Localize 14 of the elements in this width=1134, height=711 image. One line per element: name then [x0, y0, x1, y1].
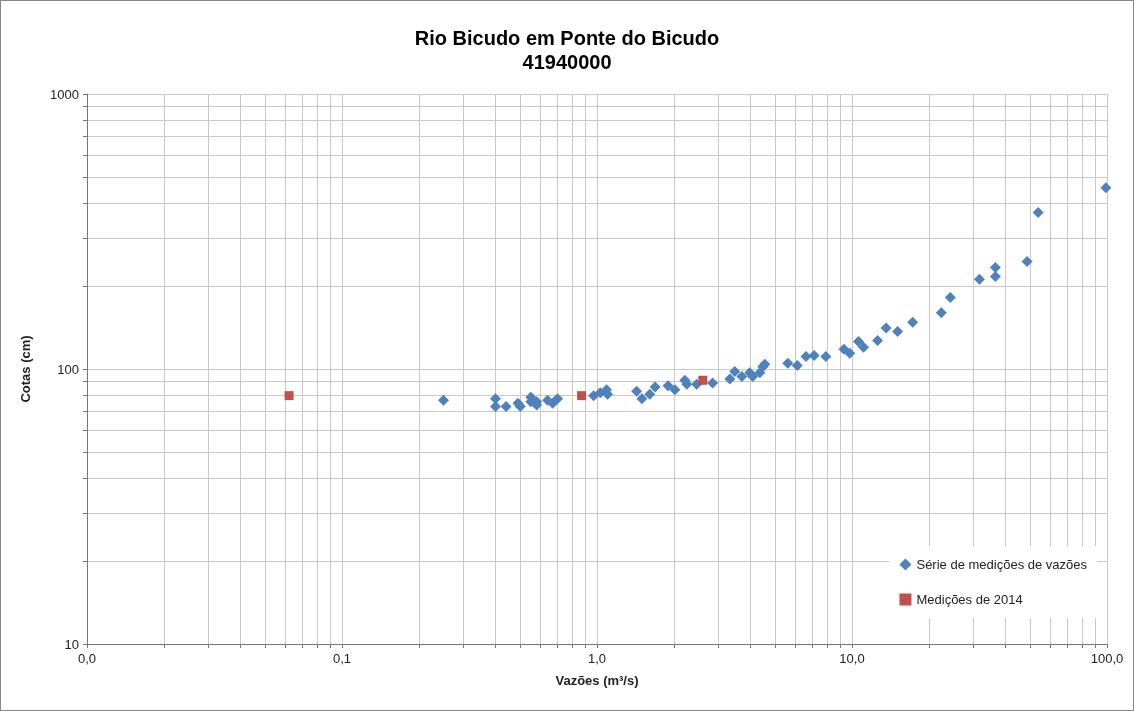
x-tick-label: 10,0	[839, 651, 865, 666]
y-axis-title: Cotas (cm)	[18, 335, 33, 403]
y-tick-label: 10	[64, 636, 79, 652]
x-tick-label: 1,0	[587, 651, 607, 666]
chart-subtitle: 41940000	[522, 51, 612, 73]
x-axis-title: Vazões (m³/s)	[555, 673, 639, 688]
chart-title: Rio Bicudo em Ponte do Bicudo	[414, 27, 720, 49]
x-tick-label: 100,0	[1090, 651, 1124, 666]
x-tick-label: 0,1	[332, 651, 352, 666]
y-tick-label: 1000	[50, 86, 79, 102]
x-tick-label: 0,0	[77, 651, 97, 666]
y-tick-label: 100	[57, 361, 79, 377]
legend-label: Medições de 2014	[916, 592, 1023, 607]
legend-label: Série de medições de vazões	[916, 557, 1088, 572]
